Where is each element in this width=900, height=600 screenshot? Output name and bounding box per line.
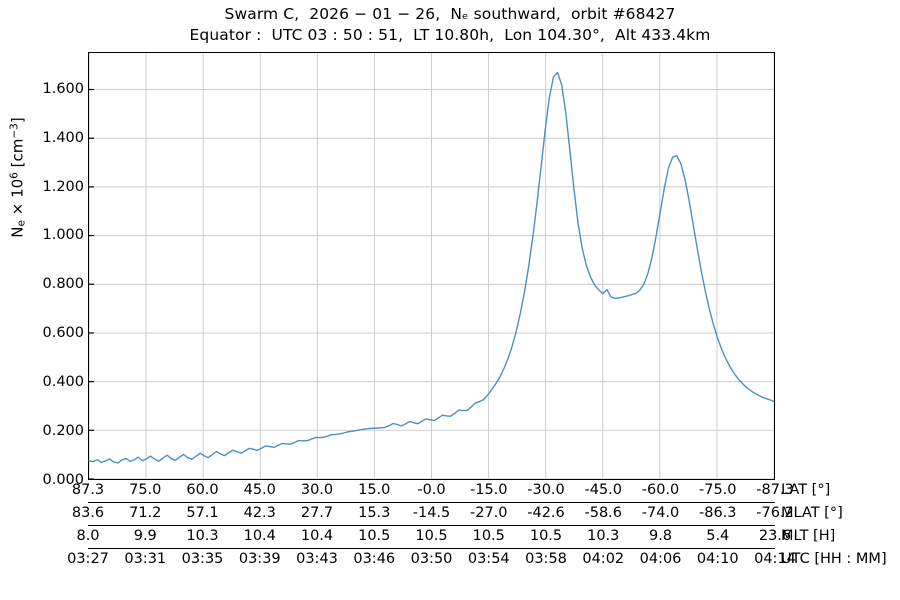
x-tick-label: 10.3: [186, 528, 219, 544]
x-tick-label: 57.1: [186, 505, 219, 521]
x-tick-label: 10.5: [472, 528, 505, 544]
chart-title-block: Swarm C, 2026 − 01 − 26, Nₑ southward, o…: [0, 4, 900, 46]
x-tick-label: 10.4: [300, 528, 334, 544]
x-tick-label: 87.3: [71, 482, 105, 498]
x-axis-row: 87.3 75.0 60.0 45.0 30.0 15.0 -0.0 -15.0 -30.0 -4…: [72, 480, 830, 503]
y-tick-label: 0.800: [42, 276, 84, 293]
x-tick-label: -87.3: [756, 482, 794, 498]
x-axis-rows: 87.3 75.0 60.0 45.0 30.0 15.0 -0.0 -15.0 -30.0 -4…: [67, 480, 887, 571]
x-tick-label: 23.6: [758, 528, 792, 544]
x-tick-label: -74.0: [641, 505, 680, 521]
x-tick-label: 9.9: [133, 528, 157, 544]
x-tick-label: 5.4: [706, 528, 730, 544]
x-tick-label: -76.2: [756, 505, 794, 521]
x-tick-label: 04:10: [696, 551, 739, 567]
data-series-ne: [88, 71, 775, 464]
x-tick-label: -60.0: [641, 482, 680, 498]
x-tick-label: -27.0: [469, 505, 508, 521]
y-tick-label: 0.000: [42, 472, 84, 488]
x-tick-label: 10.3: [587, 528, 620, 544]
x-tick-label: -15.0: [469, 482, 508, 498]
x-tick-label: 10.5: [415, 528, 448, 544]
x-tick-label: 10.5: [529, 528, 563, 544]
x-axis-row: 8.0 9.9 10.3 10.4 10.4 10.5 10.5 10.5 10.5 10.3 9.…: [76, 526, 835, 549]
y-tick-label: 1.400: [42, 129, 84, 146]
x-tick-label: 75.0: [129, 482, 162, 498]
x-tick-label: 30.0: [300, 482, 334, 498]
x-axis-row-label: MLAT [°]: [781, 505, 843, 521]
x-axis-row-label: MLT [H]: [781, 528, 836, 544]
y-axis-ticks: 0.000 0.200 0.400 0.600 0.800 1.000 1.200 1.400…: [0, 52, 84, 488]
x-tick-label: 15.3: [358, 505, 391, 521]
x-tick-label: -45.0: [584, 482, 623, 498]
x-tick-label: 03:43: [296, 551, 338, 567]
x-tick-label: 03:31: [124, 551, 167, 567]
x-axis-row-label: LAT [°]: [781, 482, 831, 498]
x-tick-label: 27.7: [300, 505, 334, 521]
x-tick-label: 03:27: [67, 551, 109, 567]
y-tick-label: 0.400: [42, 374, 84, 391]
x-tick-label: -86.3: [698, 505, 737, 521]
x-tick-label: -30.0: [527, 482, 565, 498]
x-tick-label: 15.0: [358, 482, 391, 498]
x-tick-label: 03:50: [410, 551, 453, 567]
x-axis-row: 83.6 71.2 57.1 42.3 27.7 15.3 -14.5 -27.0 -42.6 -…: [72, 503, 843, 526]
x-tick-label: 03:35: [181, 551, 224, 567]
x-tick-label: 03:39: [238, 551, 281, 567]
x-tick-label: 8.0: [76, 528, 100, 544]
x-tick-label: 9.8: [648, 528, 673, 544]
x-tick-label: -75.0: [698, 482, 737, 498]
gridlines: [89, 53, 774, 479]
x-tick-label: -42.6: [527, 505, 565, 521]
x-tick-label: 03:46: [353, 551, 396, 567]
x-tick-label: 03:58: [525, 551, 567, 567]
y-tick-label: 1.600: [42, 80, 84, 97]
x-tick-label: 42.3: [243, 505, 276, 521]
x-tick-label: 71.2: [129, 505, 162, 521]
x-tick-label: 45.0: [243, 482, 276, 498]
y-tick-label: 0.600: [42, 325, 84, 342]
x-tick-label: 60.0: [186, 482, 219, 498]
y-tick-label: 0.200: [42, 423, 84, 440]
x-tick-label: 83.6: [71, 505, 105, 521]
x-tick-label: 04:06: [639, 551, 682, 567]
plot-area: [88, 52, 775, 480]
x-tick-label: -14.5: [412, 505, 451, 521]
x-tick-label: 10.4: [243, 528, 276, 544]
x-tick-label: 10.5: [358, 528, 391, 544]
x-tick-label: -0.0: [417, 482, 446, 498]
x-axis-row: 03:27 03:31 03:35 03:39 03:43 03:46 03:50 03:54…: [67, 549, 887, 571]
chart-title: Swarm C, 2026 − 01 − 26, Nₑ southward, o…: [224, 5, 676, 23]
x-axis-row-label: UTC [HH : MM]: [781, 551, 887, 567]
x-tick-label: 04:02: [582, 551, 625, 567]
x-tick-label: -58.6: [584, 505, 623, 521]
y-tick-label: 1.200: [42, 178, 84, 195]
x-tick-label: 04:14: [754, 551, 796, 567]
chart-subtitle: Equator : UTC 03 : 50 : 51, LT 10.80h, L…: [189, 26, 711, 44]
ne-trace: [88, 71, 775, 464]
y-tick-label: 1.000: [42, 227, 84, 244]
x-tick-label: 03:54: [467, 551, 510, 567]
